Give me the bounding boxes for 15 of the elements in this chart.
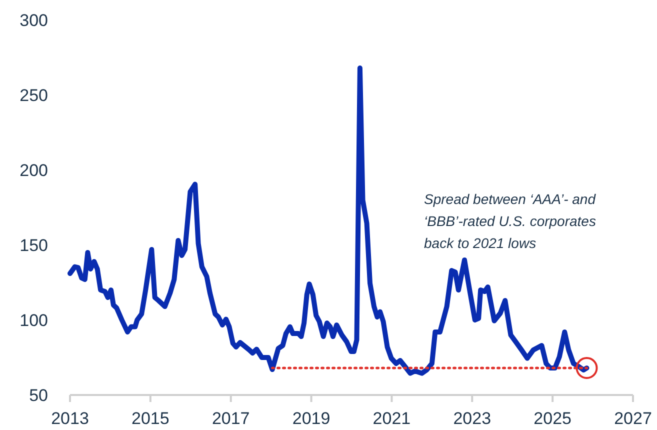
y-tick-label: 250 xyxy=(20,86,48,105)
x-tick-label: 2013 xyxy=(51,409,89,428)
annotation: Spread between ‘AAA’- and ‘BBB’-rated U.S. corporates back to 2021 lows xyxy=(424,191,597,251)
x-tick-label: 2023 xyxy=(453,409,492,428)
y-tick-label: 150 xyxy=(20,236,48,255)
x-tick-label: 2021 xyxy=(372,409,411,428)
x-tick-label: 2027 xyxy=(614,409,652,428)
x-tick-label: 2025 xyxy=(534,409,572,428)
x-tick-label: 2017 xyxy=(212,409,250,428)
x-tick-label: 2015 xyxy=(132,409,170,428)
y-tick-label: 100 xyxy=(20,310,48,330)
y-tick-label: 200 xyxy=(20,160,48,180)
x-tick-label: 2019 xyxy=(292,409,330,428)
y-tick-label: 50 xyxy=(29,386,48,405)
y-tick-label: 300 xyxy=(20,10,48,30)
